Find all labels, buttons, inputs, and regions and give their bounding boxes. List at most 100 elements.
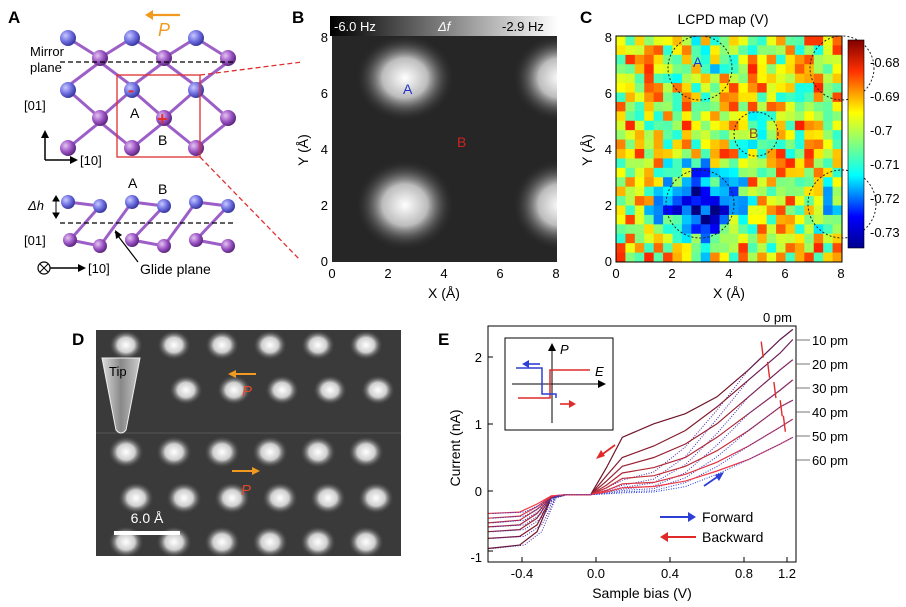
heatmap-cell <box>663 243 673 253</box>
heatmap-cell <box>747 177 758 188</box>
heatmap-cell <box>832 177 843 188</box>
atom-spot <box>361 375 395 405</box>
heatmap-cell <box>823 196 833 206</box>
heatmap-cell <box>700 205 711 216</box>
heatmap-cell <box>823 158 833 169</box>
heatmap-cell <box>776 205 786 216</box>
heatmap-cell <box>832 252 843 263</box>
heatmap-cell <box>766 196 777 206</box>
heatmap-cell <box>681 73 692 84</box>
heatmap-cell <box>710 252 720 263</box>
heatmap-cell <box>766 130 777 140</box>
heatmap-cell <box>653 64 664 75</box>
heatmap-cell <box>625 149 636 159</box>
atom-spot <box>310 482 346 514</box>
heatmap-cell <box>823 233 833 244</box>
heatmap-cell <box>625 92 636 103</box>
atom-spot <box>156 436 192 468</box>
heatmap-cell <box>700 224 711 235</box>
heatmap-cell <box>663 120 673 131</box>
heatmap-cell <box>757 177 768 188</box>
heatmap-cell <box>681 149 692 159</box>
heatmap-cell <box>804 149 815 159</box>
heatmap-cell <box>785 45 796 56</box>
delta-h-label: Δh <box>27 198 44 213</box>
heatmap-cell <box>634 149 645 159</box>
heatmap-cell <box>832 130 843 140</box>
heatmap-cell <box>691 243 702 253</box>
axis-10-side: [10] <box>88 261 110 276</box>
e-height-4: 40 pm <box>812 405 848 420</box>
heatmap-cell <box>823 149 833 159</box>
heatmap-cell <box>719 186 730 197</box>
c-xlabel: X (Å) <box>713 285 745 301</box>
heatmap-cell <box>766 36 777 46</box>
heatmap-cell <box>747 45 758 56</box>
heatmap-cell <box>625 158 636 169</box>
b-colorbar-min: -6.0 Hz <box>334 19 376 34</box>
heatmap-cell <box>625 205 636 216</box>
heatmap-cell <box>672 130 683 140</box>
heatmap-cell <box>776 186 786 197</box>
heatmap-cell <box>644 83 655 93</box>
e-ytick-0: -1 <box>470 550 482 565</box>
heatmap-cell <box>776 73 786 84</box>
e-xtick-2: 0.4 <box>661 566 679 581</box>
heatmap-cell <box>738 233 749 244</box>
heatmap-cell <box>823 111 833 122</box>
heatmap-cell <box>794 64 805 75</box>
heatmap-cell <box>616 36 626 46</box>
heatmap-cell <box>785 177 796 188</box>
unit-cell-box <box>116 74 201 158</box>
b-xtick-3: 6 <box>496 266 503 281</box>
heatmap-cell <box>663 139 673 150</box>
heatmap-cell <box>691 149 702 159</box>
c-ytick-3: 6 <box>605 86 612 101</box>
c-xtick-2: 4 <box>725 266 732 281</box>
heatmap-cell <box>794 73 805 84</box>
heatmap-cell <box>757 36 768 46</box>
heatmap-cell <box>653 167 664 178</box>
b-ylabel: Y (Å) <box>295 134 311 166</box>
heatmap-cell <box>710 243 720 253</box>
heatmap-cell <box>729 45 739 56</box>
heatmap-cell <box>794 36 805 46</box>
b-xtick-1: 2 <box>384 266 391 281</box>
heatmap-cell <box>785 214 796 225</box>
heatmap-cell <box>653 177 664 188</box>
heatmap-cell <box>625 167 636 178</box>
heatmap-cell <box>672 120 683 131</box>
heatmap-cell <box>776 158 786 169</box>
heatmap-cell <box>757 111 768 122</box>
heatmap-cell <box>747 252 758 263</box>
heatmap-cell <box>616 139 626 150</box>
heatmap-cell <box>644 36 655 46</box>
c-colorbar <box>847 39 865 249</box>
atom-spot <box>108 436 144 468</box>
heatmap-cell <box>625 54 636 65</box>
heatmap-cell <box>757 83 768 93</box>
heatmap-cell <box>644 120 655 131</box>
heatmap-cell <box>644 186 655 197</box>
heatmap-cell <box>644 214 655 225</box>
e-legend: Forward Backward <box>660 509 763 545</box>
heatmap-cell <box>691 83 702 93</box>
heatmap-cell <box>785 36 796 46</box>
heatmap-cell <box>766 158 777 169</box>
heatmap-cell <box>766 243 777 253</box>
heatmap-cell <box>804 139 815 150</box>
heatmap-cell <box>710 130 720 140</box>
heatmap-cell <box>634 45 645 56</box>
heatmap-cell <box>634 120 645 131</box>
heatmap-cell <box>719 73 730 84</box>
heatmap-cell <box>625 64 636 75</box>
heatmap-cell <box>672 92 683 103</box>
b-xlabel: X (Å) <box>428 285 460 301</box>
heatmap-cell <box>747 83 758 93</box>
heatmap-cell <box>738 196 749 206</box>
heatmap-cell <box>710 214 720 225</box>
e-forward-arrow <box>703 472 724 487</box>
heatmap-cell <box>785 54 796 65</box>
heatmap-cell <box>804 186 815 197</box>
heatmap-cell <box>757 158 768 169</box>
